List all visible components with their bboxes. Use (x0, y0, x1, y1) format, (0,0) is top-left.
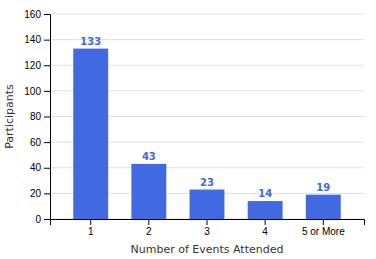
tick-label: 120 (24, 60, 41, 71)
y-tick: 60 (30, 137, 50, 148)
tick-label: 140 (24, 34, 41, 45)
y-tick: 20 (30, 188, 50, 199)
bar (190, 190, 225, 219)
tick-mark (265, 219, 266, 225)
tick-mark (44, 168, 50, 169)
tick-mark (44, 65, 50, 66)
tick-label: 40 (30, 162, 42, 173)
y-tick: 160 (24, 9, 50, 20)
tick-label: 160 (24, 9, 41, 20)
tick-label: 3 (204, 226, 210, 237)
bars (73, 49, 340, 219)
tick-label: 100 (24, 86, 41, 97)
tick-mark (323, 219, 324, 225)
data-label: 19 (316, 182, 330, 193)
bar (131, 164, 166, 219)
tick-mark (44, 91, 50, 92)
grid (50, 14, 364, 219)
tick-label: 4 (262, 226, 268, 237)
tick-mark (207, 219, 208, 225)
axis-line (44, 15, 51, 220)
x-axis: 1 2 3 4 5 or More (51, 219, 365, 237)
tick-mark (44, 40, 50, 41)
chart-container: 02040608010012014016012345 or More133432… (0, 0, 376, 259)
plot-area: 02040608010012014016012345 or More133432… (24, 9, 364, 237)
tick-label: 1 (88, 226, 94, 237)
tick-mark (44, 193, 50, 194)
chart-svg: 02040608010012014016012345 or More133432… (0, 0, 376, 259)
y-axis-title: Participants (3, 84, 16, 149)
y-tick: 120 (24, 60, 50, 71)
data-label: 133 (80, 36, 101, 47)
x-tick: 5 or More (302, 219, 345, 237)
data-label: 14 (258, 188, 272, 199)
x-tick: 4 (262, 219, 268, 237)
y-tick: 100 (24, 86, 50, 97)
data-labels: 133 43 23 14 19 (80, 36, 330, 199)
bar (248, 201, 283, 219)
y-axis: 0 20 40 60 80 100 120 140 160 (24, 9, 50, 225)
tick-mark (90, 219, 91, 225)
bar (306, 195, 341, 219)
x-tick: 3 (204, 219, 210, 237)
tick-label: 80 (30, 111, 42, 122)
x-tick: 2 (146, 219, 152, 237)
tick-mark (44, 219, 50, 220)
tick-mark (148, 219, 149, 225)
tick-label: 0 (35, 214, 41, 225)
data-label: 23 (200, 177, 214, 188)
bar (73, 49, 108, 219)
tick-label: 60 (30, 137, 42, 148)
tick-mark (44, 117, 50, 118)
y-tick: 0 (35, 214, 50, 225)
data-label: 43 (142, 151, 156, 162)
tick-label: 5 or More (302, 226, 345, 237)
x-tick: 1 (88, 219, 94, 237)
tick-mark (44, 14, 50, 15)
tick-mark (44, 142, 50, 143)
tick-label: 2 (146, 226, 152, 237)
y-tick: 80 (30, 111, 50, 122)
y-tick: 40 (30, 162, 50, 173)
tick-label: 20 (30, 188, 42, 199)
y-tick: 140 (24, 34, 50, 45)
grid-line (50, 14, 364, 15)
axis-line (51, 220, 365, 226)
x-axis-title: Number of Events Attended (131, 243, 284, 256)
